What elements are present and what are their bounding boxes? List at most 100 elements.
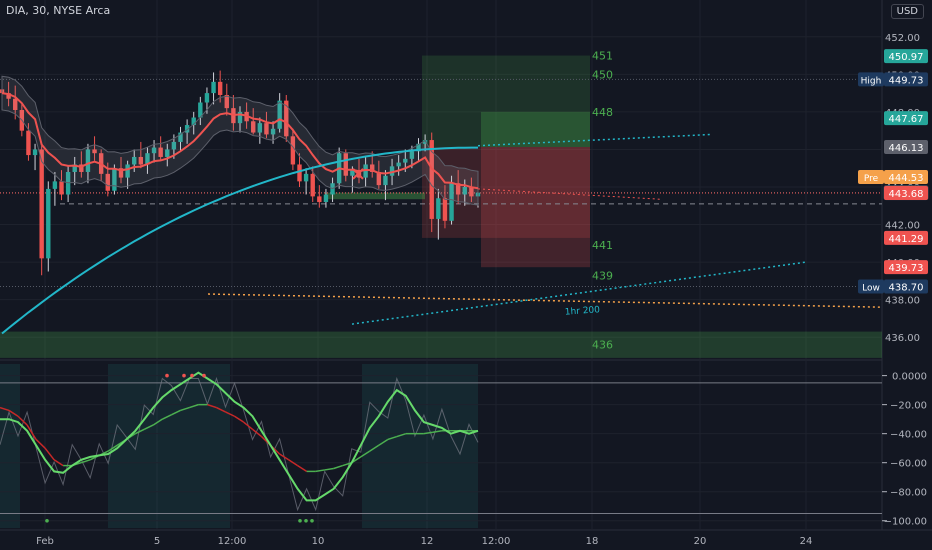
candle-body	[198, 102, 203, 118]
osc-slow-segment	[423, 431, 434, 435]
price-tag-bg	[884, 279, 928, 294]
y-tick-label: 452.00	[885, 33, 920, 44]
candle-body	[217, 81, 223, 95]
osc-slow-segment	[360, 450, 371, 458]
osc-top-marker	[190, 373, 194, 378]
price-tag-value: 450.97	[889, 52, 924, 63]
osc-slow-segment	[216, 406, 226, 413]
y-tick-label: 436.00	[885, 333, 920, 344]
candle-body	[32, 149, 38, 156]
candle-body	[132, 156, 137, 165]
candle-body	[403, 158, 408, 163]
candle-body	[79, 164, 84, 172]
osc-slow-segment	[171, 409, 181, 416]
osc-top-marker	[202, 373, 206, 378]
osc-slow-segment	[80, 459, 91, 464]
osc-slow-segment	[333, 464, 343, 470]
candle-body	[317, 196, 322, 203]
x-tick-label: 12	[421, 536, 434, 547]
price-tag-value: 443.68	[889, 189, 924, 200]
osc-slow-segment	[225, 411, 235, 417]
candle-body	[171, 141, 177, 150]
osc-top-marker	[182, 373, 186, 378]
candle-body	[257, 123, 263, 133]
trend-line-red	[477, 188, 661, 200]
candle-body	[224, 94, 229, 109]
candle-body	[429, 140, 434, 219]
currency-selector[interactable]: USD	[890, 4, 924, 19]
candle-body	[409, 151, 415, 159]
candle-body	[383, 175, 388, 186]
candle-body	[422, 140, 428, 144]
x-tick-label: 24	[800, 536, 813, 547]
annotation-1hr-200: 1hr 200	[565, 305, 601, 317]
x-tick-label: 20	[694, 536, 707, 547]
trend-line-orange	[207, 293, 883, 308]
osc-tick-label: −40.00	[890, 430, 927, 441]
osc-tick-label: −100.00	[884, 517, 927, 528]
osc-raw-line	[0, 376, 479, 512]
candle-body	[277, 100, 282, 129]
candle-body	[138, 156, 144, 165]
osc-slow-segment	[189, 403, 199, 409]
osc-tick-label: −20.00	[890, 401, 927, 412]
candle-body	[46, 188, 51, 259]
candle-body	[6, 93, 11, 99]
osc-slow-segment	[432, 430, 443, 433]
osc-slow-segment	[35, 438, 46, 449]
osc-bottom-marker	[310, 518, 314, 523]
candle-body	[469, 187, 474, 197]
price-tag-label-bg	[858, 170, 884, 185]
osc-tick-label: 0.0000	[892, 372, 927, 383]
price-tag-label-bg	[858, 279, 884, 294]
candle-body	[376, 171, 382, 186]
ma-200-line	[1, 146, 478, 335]
candle-body	[436, 198, 441, 219]
candle-body	[323, 194, 329, 203]
price-tag-bg	[884, 140, 928, 155]
osc-slow-segment	[315, 469, 325, 473]
osc-slow-segment	[396, 432, 407, 438]
osc-slow-segment	[8, 409, 19, 417]
demand-zone	[0, 331, 882, 358]
osc-slow-segment	[180, 406, 190, 412]
osc-slow-segment	[279, 453, 290, 461]
osc-slow-segment	[297, 464, 308, 473]
osc-slow-segment	[243, 421, 253, 430]
candle-body	[158, 147, 163, 157]
candle-body	[85, 149, 91, 172]
osc-slow-segment	[0, 406, 10, 412]
candle-body	[290, 136, 296, 165]
price-tag-value: 438.70	[889, 283, 924, 294]
price-tag-label: Low	[862, 284, 880, 294]
candle-body	[165, 149, 170, 157]
trend-line-upper	[477, 133, 713, 147]
level-label: 448	[592, 106, 613, 119]
x-tick-label: 12:00	[218, 536, 247, 547]
candle-body	[449, 183, 454, 221]
osc-zone	[362, 364, 478, 528]
candle-body	[303, 173, 309, 182]
candle-body	[442, 198, 448, 221]
candle-body	[105, 173, 110, 191]
trend-line-lower	[351, 261, 807, 325]
candle-body	[26, 130, 31, 156]
candle-body	[264, 123, 269, 135]
candle-body	[125, 164, 130, 178]
level-label: 439	[592, 269, 613, 282]
osc-slow-segment	[324, 467, 334, 471]
osc-slow-segment	[17, 415, 28, 426]
candle-body	[145, 153, 150, 165]
candle-body	[112, 168, 117, 191]
osc-tick-label: −60.00	[890, 459, 927, 470]
price-tag-value: 447.67	[889, 114, 924, 125]
candle-body	[92, 149, 97, 154]
osc-zone	[0, 364, 20, 528]
osc-bottom-marker	[298, 518, 302, 523]
price-tag-value: 449.73	[889, 75, 924, 86]
candle-body	[350, 170, 355, 176]
candle-body	[389, 166, 395, 176]
candle-body	[363, 164, 368, 178]
osc-slow-segment	[252, 428, 263, 438]
